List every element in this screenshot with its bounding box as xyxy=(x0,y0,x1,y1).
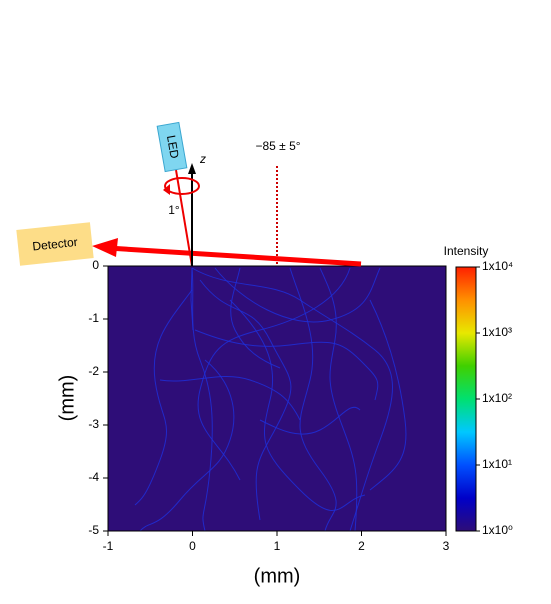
rotation-arrow xyxy=(163,184,170,195)
beam-arrowhead xyxy=(92,238,118,257)
colorbar-tick-label: 1x10¹ xyxy=(482,457,512,471)
y-axis-title: (mm) xyxy=(56,375,78,422)
led-label: LED xyxy=(164,134,182,160)
x-tick-label: 0 xyxy=(189,539,196,553)
led-box xyxy=(156,121,188,173)
angle-label: −85 ± 5° xyxy=(255,139,300,153)
x-tick-label: 3 xyxy=(443,539,450,553)
y-tick-label: -1 xyxy=(88,311,99,325)
detector-beam xyxy=(107,245,362,267)
plot-background xyxy=(108,266,446,531)
y-tick-label: -5 xyxy=(88,523,99,537)
setup-diagram: −85 ± 5° Detector z 1° LED xyxy=(16,121,362,267)
z-arrowhead xyxy=(188,163,196,174)
rotation-ring xyxy=(164,177,200,195)
tilt-label: 1° xyxy=(168,203,180,217)
colorbar-tick-label: 1x10² xyxy=(482,391,512,405)
axes: -1 0 1 2 3 0 -1 -2 -3 -4 -5 xyxy=(88,258,449,553)
z-label: z xyxy=(199,152,206,166)
y-tick-label: -3 xyxy=(88,417,99,431)
detector-box xyxy=(16,222,94,266)
colorbar-tick-label: 1x10³ xyxy=(482,325,512,339)
colorbar-title: Intensity xyxy=(444,244,489,258)
detector-label: Detector xyxy=(32,235,79,254)
x-tick-label: 1 xyxy=(274,539,281,553)
y-tick-label: 0 xyxy=(92,258,99,272)
led-beam xyxy=(175,169,193,267)
fiber-traces xyxy=(134,267,407,531)
colorbar-tick-label: 1x10⁴ xyxy=(482,259,513,273)
x-axis-title: (mm) xyxy=(254,565,301,587)
colorbar: Intensity 1x10⁰ 1x10¹ 1x10² 1x10³ 1x10⁴ xyxy=(444,244,514,537)
y-tick-label: -4 xyxy=(88,470,99,484)
colorbar-tick-label: 1x10⁰ xyxy=(482,523,513,537)
x-tick-label: 2 xyxy=(358,539,365,553)
y-tick-label: -2 xyxy=(88,364,99,378)
x-tick-label: -1 xyxy=(103,539,114,553)
colorbar-ticks: 1x10⁰ 1x10¹ 1x10² 1x10³ 1x10⁴ xyxy=(476,259,513,537)
colorbar-scale xyxy=(455,266,477,532)
